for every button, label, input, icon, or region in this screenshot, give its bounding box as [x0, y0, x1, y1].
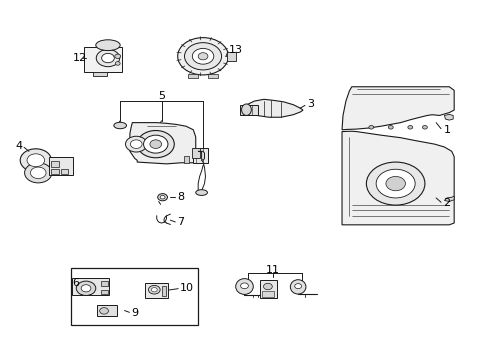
Polygon shape [198, 151, 204, 160]
Text: 4: 4 [15, 141, 22, 151]
Bar [93, 72, 107, 76]
Circle shape [151, 288, 157, 292]
Bar [101, 290, 108, 294]
Polygon shape [130, 123, 195, 164]
Bar [260, 280, 276, 298]
Circle shape [81, 285, 91, 292]
Ellipse shape [114, 122, 126, 129]
Circle shape [102, 53, 114, 63]
Bar [188, 74, 198, 78]
Circle shape [158, 194, 167, 201]
Bar [101, 282, 108, 286]
Text: 10: 10 [180, 283, 194, 293]
Circle shape [177, 38, 228, 75]
Bar [61, 168, 68, 174]
Circle shape [407, 126, 412, 129]
Text: 13: 13 [228, 45, 243, 55]
Circle shape [148, 285, 160, 294]
Bar [49, 157, 73, 175]
Circle shape [150, 140, 161, 148]
Circle shape [198, 53, 207, 60]
Ellipse shape [96, 40, 120, 50]
Bar [72, 278, 109, 296]
Text: 8: 8 [177, 192, 184, 202]
Circle shape [422, 126, 427, 129]
Text: 5: 5 [158, 91, 165, 101]
Text: 6: 6 [72, 278, 79, 288]
Text: 9: 9 [131, 308, 138, 318]
Polygon shape [244, 99, 303, 117]
Circle shape [143, 135, 167, 153]
Circle shape [125, 136, 147, 152]
Circle shape [96, 49, 120, 67]
Circle shape [385, 176, 405, 191]
Polygon shape [444, 196, 453, 202]
Polygon shape [341, 131, 453, 225]
Circle shape [115, 54, 121, 58]
Circle shape [30, 167, 46, 179]
Polygon shape [341, 87, 453, 130]
Text: 2: 2 [443, 198, 449, 208]
Ellipse shape [235, 279, 253, 294]
Bar [83, 47, 122, 72]
Circle shape [27, 154, 44, 167]
Text: 12: 12 [73, 53, 87, 63]
Text: 3: 3 [306, 99, 313, 109]
Polygon shape [444, 114, 452, 120]
Bar [51, 168, 59, 174]
Bar [193, 148, 207, 163]
Circle shape [366, 162, 424, 205]
Circle shape [20, 149, 51, 172]
Bar [161, 286, 166, 296]
Ellipse shape [241, 104, 251, 116]
Bar [183, 156, 189, 163]
Circle shape [240, 283, 248, 289]
Circle shape [184, 42, 221, 70]
Circle shape [130, 140, 142, 148]
Bar [71, 268, 198, 325]
Bar [97, 305, 117, 316]
Bar [239, 105, 258, 116]
Bar [262, 291, 273, 297]
Circle shape [115, 62, 120, 65]
Circle shape [192, 48, 213, 64]
Text: 7: 7 [177, 217, 184, 227]
Text: 11: 11 [265, 265, 279, 275]
Circle shape [100, 308, 108, 314]
Bar [227, 51, 236, 60]
Circle shape [24, 163, 52, 183]
Circle shape [294, 284, 301, 289]
Circle shape [375, 169, 414, 198]
Circle shape [137, 131, 174, 158]
Bar [207, 74, 217, 78]
Ellipse shape [195, 190, 207, 195]
Bar [192, 148, 199, 158]
Ellipse shape [290, 280, 305, 294]
Circle shape [368, 126, 373, 129]
Bar [51, 161, 59, 167]
Circle shape [263, 283, 272, 290]
Circle shape [160, 195, 164, 199]
Bar [144, 283, 167, 298]
Circle shape [387, 126, 392, 129]
Circle shape [76, 281, 96, 296]
Text: 1: 1 [443, 125, 449, 135]
